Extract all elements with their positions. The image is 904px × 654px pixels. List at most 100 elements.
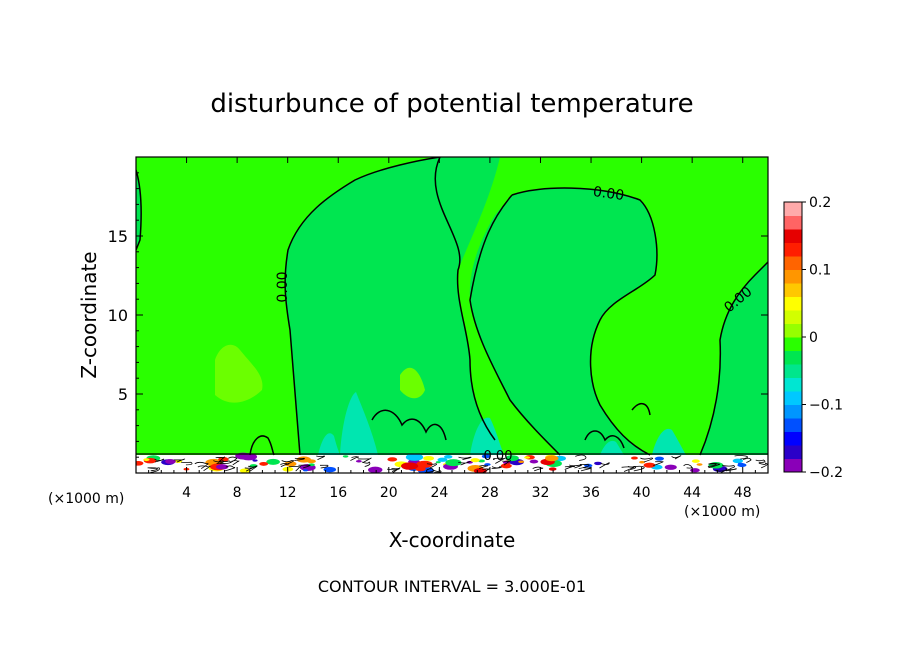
turbulence-contour xyxy=(633,465,645,472)
contour-bumps xyxy=(249,403,651,456)
turbulence-blob xyxy=(165,459,175,464)
colorbar-swatch xyxy=(784,256,802,270)
turbulence-contour xyxy=(426,463,438,469)
turbulence-blob xyxy=(416,460,433,468)
turbulence-blob xyxy=(631,456,638,460)
colorbar-swatch xyxy=(784,377,802,392)
turbulence-contour xyxy=(653,461,664,466)
turbulence-layer xyxy=(136,452,768,473)
colorbar-tick-label: 0.2 xyxy=(809,195,831,211)
turbulence-contour xyxy=(734,455,749,460)
turbulence-blob xyxy=(690,468,700,473)
cool-streak-4 xyxy=(652,428,686,455)
turbulence-blob xyxy=(444,454,453,459)
turbulence-blob xyxy=(415,466,426,472)
x-tick-label: 16 xyxy=(329,485,347,501)
turbulence-contour xyxy=(350,456,359,461)
zero-contours xyxy=(136,157,768,456)
turbulence-blob xyxy=(266,458,280,465)
turbulence-blob xyxy=(594,461,602,466)
turbulence-blob xyxy=(545,455,559,462)
x-tick-label: 44 xyxy=(683,485,701,501)
colorbar-swatch xyxy=(784,310,802,324)
turbulence-contour xyxy=(640,457,654,463)
contour-far-right xyxy=(699,261,768,456)
turbulence-blob xyxy=(466,460,473,464)
colorbar-swatch xyxy=(784,391,802,405)
turbulence-contour xyxy=(755,459,766,464)
turbulence-contour xyxy=(493,457,506,464)
x-tick-label: 12 xyxy=(279,485,297,501)
negative-plume-right xyxy=(469,188,657,455)
turbulence-blob xyxy=(259,461,269,466)
turbulence-contour xyxy=(231,460,240,466)
turbulence-contour xyxy=(281,460,294,466)
y-axis: 5 10 15 xyxy=(108,172,768,458)
turbulence-blob xyxy=(284,461,297,467)
colorbar-swatch xyxy=(784,242,802,257)
chart-title: disturbunce of potential temperature xyxy=(210,89,693,119)
turbulence-contour xyxy=(224,465,236,472)
colorbar-swatch xyxy=(784,364,802,378)
contour-label-4: 0.00 xyxy=(484,449,513,464)
turbulence-contour xyxy=(575,454,587,461)
colorbar: 0.2 0.1 0 −0.1 −0.2 xyxy=(783,195,843,481)
x-unit-left: (×1000 m) xyxy=(48,491,124,507)
turbulence-contour xyxy=(154,458,165,463)
turbulence-blob xyxy=(470,458,480,463)
turbulence-contour xyxy=(758,462,768,469)
turbulence-blob xyxy=(405,453,424,461)
turbulence-contour xyxy=(671,455,682,460)
x-tick-label: 20 xyxy=(380,485,398,501)
turbulence-contour xyxy=(569,464,583,469)
colorbar-swatch xyxy=(784,229,802,243)
contour-left-plume xyxy=(284,157,441,456)
turbulence-blob xyxy=(437,457,448,462)
turbulence-blob xyxy=(500,463,512,469)
turbulence-contour xyxy=(564,465,575,470)
turbulence-blob xyxy=(529,459,539,464)
turbulence-contour xyxy=(491,466,502,470)
y-tick-label: 15 xyxy=(108,227,128,246)
colorbar-swatch xyxy=(784,418,802,432)
contour-label-1: 0.00 xyxy=(592,184,625,204)
colorbar-swatch xyxy=(784,431,802,446)
turbulence-blob xyxy=(252,459,258,462)
contour-center xyxy=(434,157,496,441)
turbulence-contour xyxy=(532,466,544,472)
turbulence-blob xyxy=(323,466,337,473)
turbulence-blob xyxy=(423,455,435,461)
colorbar-tick-label: 0.1 xyxy=(809,263,831,279)
colorbar-swatch xyxy=(784,323,802,338)
turbulence-contour xyxy=(197,465,211,472)
turbulence-blob xyxy=(239,468,251,473)
plot-field: 0.00 0.00 0.00 0.00 xyxy=(136,157,768,473)
x-tick-label: 24 xyxy=(430,485,448,501)
turbulence-blob xyxy=(664,464,677,470)
turbulence-blob xyxy=(654,456,664,461)
turbulence-blob xyxy=(518,460,525,464)
colorbar-swatch xyxy=(784,296,802,311)
turbulence-contour xyxy=(386,468,400,473)
turbulence-contour xyxy=(244,466,255,472)
colorbar-swatch xyxy=(784,202,802,216)
turbulence-blob xyxy=(303,469,308,472)
turbulence-blob xyxy=(505,455,519,462)
turbulence-contour xyxy=(148,467,160,473)
turbulence-contour xyxy=(621,466,635,472)
turbulence-contour xyxy=(194,461,209,469)
turbulence-contour xyxy=(215,456,225,463)
turbulence-contour xyxy=(288,465,301,472)
turbulence-contour xyxy=(391,467,401,472)
turbulence-blob xyxy=(143,458,150,462)
turbulence-contour xyxy=(722,465,735,469)
colorbar-swatch xyxy=(784,337,802,351)
turbulence-blob xyxy=(643,462,656,468)
turbulence-contour xyxy=(219,460,231,464)
contour-right-plume-inner xyxy=(469,194,561,456)
turbulence-blob xyxy=(445,459,462,467)
contour-right-plume xyxy=(511,187,658,456)
turbulence-contour xyxy=(357,457,372,463)
